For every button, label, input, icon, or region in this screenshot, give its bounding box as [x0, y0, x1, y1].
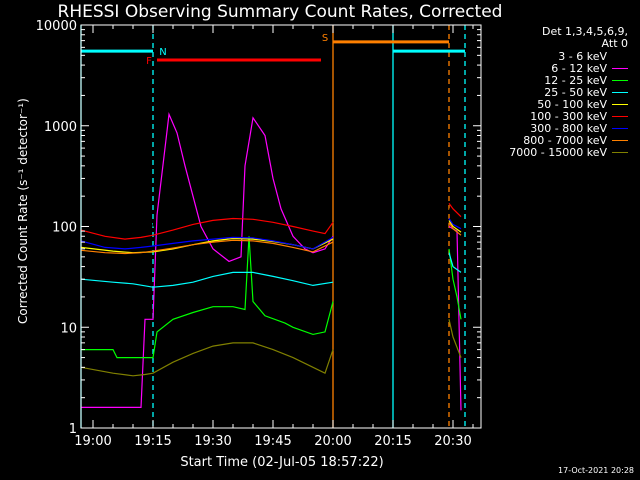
- render-timestamp: 17-Oct-2021 20:28: [558, 466, 634, 475]
- series-line-2: [81, 112, 462, 411]
- x-tick-label: 19:30: [194, 434, 231, 449]
- legend-label: 300 - 800 keV: [530, 121, 607, 135]
- series-line-7: [80, 218, 462, 250]
- legend-label: 12 - 25 keV: [544, 73, 607, 87]
- plot-frame: [80, 24, 482, 429]
- x-tick-label: 19:45: [254, 434, 291, 449]
- legend-label: 100 - 300 keV: [530, 109, 607, 123]
- series-line-1: [152, 116, 462, 268]
- legend-attenuator: Att 0: [601, 37, 628, 50]
- chart-title: RHESSI Observing Summary Count Rates, Co…: [57, 2, 503, 22]
- legend-label: 800 - 7000 keV: [523, 133, 607, 147]
- legend-label: 7000 - 15000 keV: [509, 145, 607, 159]
- legend-swatch: [612, 139, 628, 141]
- x-tick-label: 20:15: [374, 434, 411, 449]
- legend-label: 6 - 12 keV: [551, 61, 607, 75]
- series-line-3: [81, 236, 462, 359]
- legend-label: 3 - 6 keV: [558, 49, 607, 63]
- flag-label-n: N: [159, 47, 166, 58]
- legend-swatch: [612, 151, 628, 153]
- legend-label: 25 - 50 keV: [544, 85, 607, 99]
- y-axis-label: Corrected Count Rate (s⁻¹ detector⁻¹): [16, 98, 30, 324]
- x-axis-label: Start Time (02-Jul-05 18:57:22): [180, 455, 384, 470]
- legend-swatch: [612, 115, 628, 117]
- legend-swatch: [612, 79, 628, 81]
- flag-label-f: F: [146, 56, 152, 67]
- legend-entry: 50 - 100 keV: [484, 97, 628, 111]
- series-line-4: [80, 252, 462, 288]
- legend-detectors: Det 1,3,4,5,6,9,: [541, 25, 628, 38]
- legend-swatch: [612, 55, 628, 57]
- series-line-6: [80, 202, 462, 240]
- legend-swatch: [612, 103, 628, 105]
- legend-entry: 25 - 50 keV: [484, 85, 628, 99]
- series-line-9: [80, 319, 462, 377]
- legend-swatch: [612, 127, 628, 129]
- y-tick-label: 1000: [44, 120, 77, 135]
- legend-entry: 12 - 25 keV: [484, 73, 628, 87]
- series-line-8: [80, 221, 462, 255]
- legend-swatch: [612, 67, 628, 69]
- x-tick-label: 20:00: [314, 434, 351, 449]
- x-tick-label: 19:15: [134, 434, 171, 449]
- y-tick-label: 10: [60, 321, 77, 336]
- legend: Det 1,3,4,5,6,9, Att 0 3 - 6 keV 6 - 12 k…: [484, 25, 628, 159]
- legend-label: 50 - 100 keV: [537, 97, 607, 111]
- y-tick-label: 1: [69, 422, 77, 437]
- legend-swatch: [612, 91, 628, 93]
- legend-entry: 6 - 12 keV: [484, 61, 628, 75]
- legend-entry: 300 - 800 keV: [484, 121, 628, 135]
- y-tick-label: 100: [52, 221, 77, 236]
- y-tick-label: 10000: [36, 19, 77, 34]
- legend-entry: 800 - 7000 keV: [484, 133, 628, 147]
- legend-entry: 7000 - 15000 keV: [484, 145, 628, 159]
- flag-label-s: S: [322, 33, 328, 44]
- legend-entry: 3 - 6 keV: [484, 49, 628, 63]
- x-tick-label: 20:30: [434, 434, 471, 449]
- legend-entry: 100 - 300 keV: [484, 109, 628, 123]
- x-tick-label: 19:00: [74, 434, 111, 449]
